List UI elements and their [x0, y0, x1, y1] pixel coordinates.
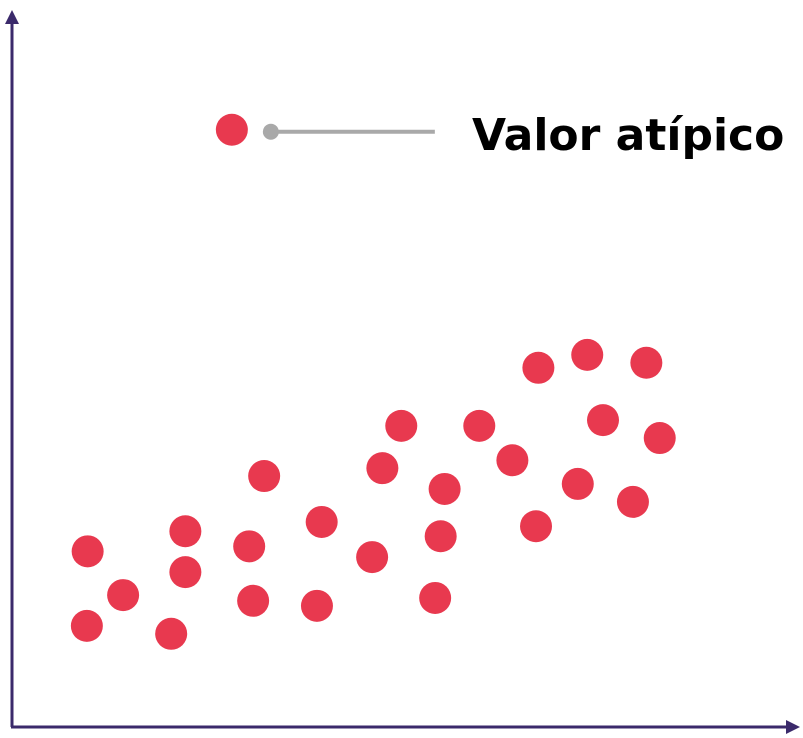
data-point	[305, 505, 338, 538]
data-point	[248, 460, 281, 493]
data-point	[571, 338, 604, 371]
data-point	[237, 584, 270, 617]
data-point	[366, 452, 399, 485]
data-point	[169, 556, 202, 589]
x-axis-arrow-icon	[786, 720, 800, 734]
data-point	[71, 535, 104, 568]
data-point	[428, 472, 461, 505]
y-axis-arrow-icon	[5, 10, 19, 24]
data-point	[107, 579, 140, 612]
data-point	[496, 444, 529, 477]
outlier-label: Valor atípico	[472, 110, 784, 161]
data-point	[300, 589, 333, 622]
data-point	[70, 609, 103, 642]
data-point	[643, 422, 676, 455]
data-point	[630, 346, 663, 379]
data-point	[561, 467, 594, 500]
data-point	[419, 581, 452, 614]
outlier-point	[215, 113, 248, 146]
data-point	[233, 530, 266, 563]
data-point	[616, 485, 649, 518]
data-point	[155, 617, 188, 650]
data-point	[522, 351, 555, 384]
data-point	[169, 515, 202, 548]
data-point	[424, 520, 457, 553]
data-point	[356, 541, 389, 574]
data-point	[385, 409, 418, 442]
leader-dot	[262, 123, 279, 140]
data-point	[587, 404, 619, 437]
data-point	[463, 409, 496, 442]
data-point	[520, 510, 553, 543]
